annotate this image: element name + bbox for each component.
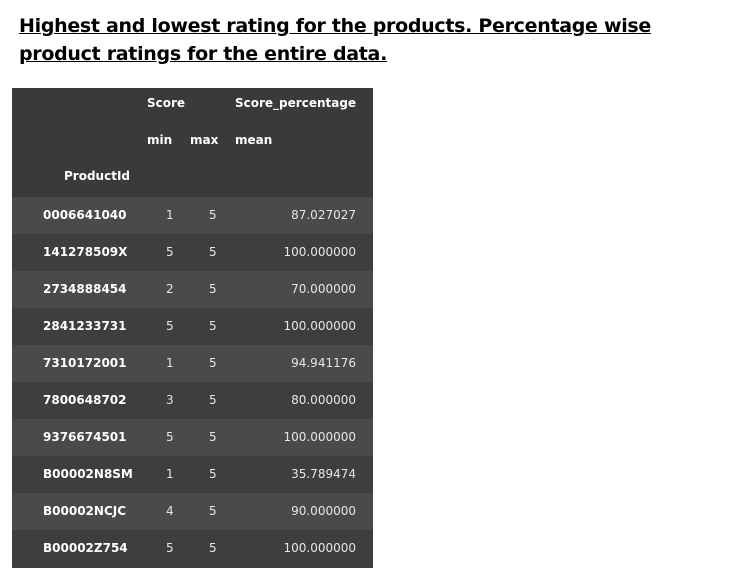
mean-cell: 80.000000	[291, 393, 356, 407]
subheader-max: max	[190, 133, 219, 147]
table-row: 7310172001 1 5 94.941176	[12, 345, 373, 382]
table-row: B00002NCJC 4 5 90.000000	[12, 493, 373, 530]
max-cell: 5	[209, 504, 217, 518]
mean-cell: 70.000000	[291, 282, 356, 296]
max-cell: 5	[209, 245, 217, 259]
product-id-cell: 2734888454	[43, 282, 127, 296]
column-group-score-percentage: Score_percentage	[235, 96, 357, 110]
max-cell: 5	[209, 282, 217, 296]
max-cell: 5	[209, 356, 217, 370]
product-id-cell: B00002NCJC	[43, 504, 127, 518]
min-cell: 1	[166, 467, 174, 481]
product-id-cell: 9376674501	[43, 430, 127, 444]
min-cell: 1	[166, 208, 174, 222]
max-cell: 5	[209, 319, 217, 333]
subheader-min: min	[147, 133, 173, 147]
mean-cell: 35.789474	[291, 467, 356, 481]
mean-cell: 94.941176	[291, 356, 356, 370]
table-row: 7800648702 3 5 80.000000	[12, 382, 373, 419]
mean-cell: 100.000000	[283, 430, 356, 444]
min-cell: 2	[166, 282, 174, 296]
min-cell: 5	[166, 430, 174, 444]
max-cell: 5	[209, 430, 217, 444]
subheader-mean: mean	[235, 133, 273, 147]
product-id-cell: 2841233731	[43, 319, 127, 333]
index-header-productid: ProductId	[64, 169, 130, 183]
product-id-cell: B00002Z754	[43, 541, 128, 555]
max-cell: 5	[209, 541, 217, 555]
dataframe-output-panel: Score Score_percentage min max mean Prod…	[12, 88, 373, 568]
product-id-cell: 0006641040	[43, 208, 127, 222]
table-row: 2734888454 2 5 70.000000	[12, 271, 373, 308]
table-body: 0006641040 1 5 87.027027 141278509X 5 5 …	[12, 197, 373, 567]
column-group-score: Score	[147, 96, 186, 110]
max-cell: 5	[209, 467, 217, 481]
table-row: B00002N8SM 1 5 35.789474	[12, 456, 373, 493]
min-cell: 3	[166, 393, 174, 407]
mean-cell: 100.000000	[283, 541, 356, 555]
table-row: 2841233731 5 5 100.000000	[12, 308, 373, 345]
product-id-cell: 141278509X	[43, 245, 128, 259]
min-cell: 4	[166, 504, 174, 518]
table-row: 9376674501 5 5 100.000000	[12, 419, 373, 456]
product-id-cell: 7800648702	[43, 393, 127, 407]
mean-cell: 100.000000	[283, 319, 356, 333]
min-cell: 5	[166, 245, 174, 259]
table-row: 0006641040 1 5 87.027027	[12, 197, 373, 234]
min-cell: 5	[166, 541, 174, 555]
max-cell: 5	[209, 208, 217, 222]
mean-cell: 90.000000	[291, 504, 356, 518]
product-id-cell: 7310172001	[43, 356, 127, 370]
mean-cell: 87.027027	[291, 208, 356, 222]
product-id-cell: B00002N8SM	[43, 467, 133, 481]
min-cell: 5	[166, 319, 174, 333]
min-cell: 1	[166, 356, 174, 370]
max-cell: 5	[209, 393, 217, 407]
table-row: 141278509X 5 5 100.000000	[12, 234, 373, 271]
mean-cell: 100.000000	[283, 245, 356, 259]
page-heading: Highest and lowest rating for the produc…	[19, 15, 652, 65]
table-row: B00002Z754 5 5 100.000000	[12, 530, 373, 567]
